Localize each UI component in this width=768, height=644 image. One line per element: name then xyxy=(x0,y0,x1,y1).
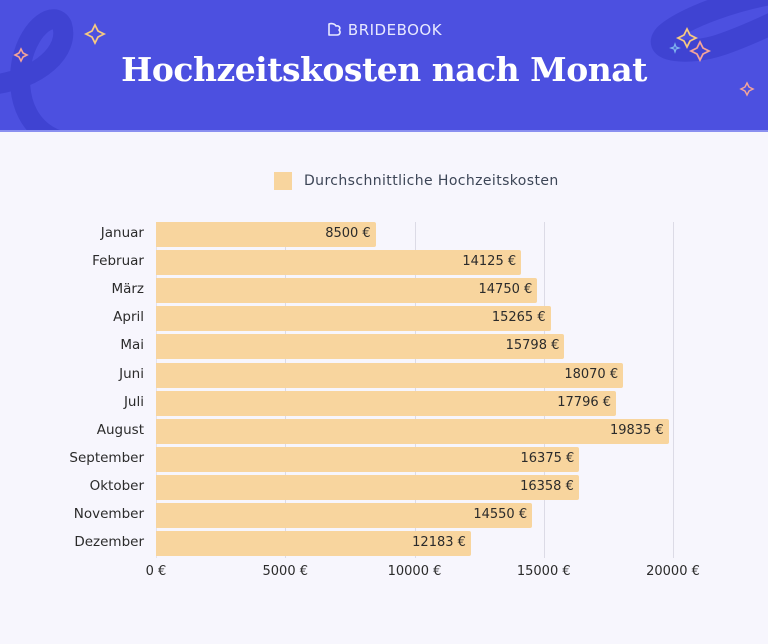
y-category-label: Februar xyxy=(92,253,144,270)
x-tick-label: 5000 € xyxy=(262,564,309,579)
bar-value-label: 14125 € xyxy=(462,254,517,270)
bar-value-label: 14550 € xyxy=(473,507,528,522)
bar-value-label: 16375 € xyxy=(520,450,575,466)
bar-value-label: 15265 € xyxy=(491,310,546,326)
bar-row: 19835 € xyxy=(156,418,669,444)
y-category-label: Juni xyxy=(119,365,144,382)
x-tick-label: 20000 € xyxy=(646,564,700,579)
bar-row: 15265 € xyxy=(156,306,551,332)
y-axis-line xyxy=(156,222,157,558)
header-banner: BRIDEBOOK Hochzeitskosten nach Monat xyxy=(0,0,768,131)
brand-name: BRIDEBOOK xyxy=(347,21,443,39)
bridebook-heart-logo-icon xyxy=(328,22,341,36)
bar-row: 18070 € xyxy=(156,362,624,388)
bar: 16358 € xyxy=(156,474,579,500)
legend-swatch xyxy=(274,172,292,190)
bar-value-label: 17796 € xyxy=(557,394,612,410)
bar: 15265 € xyxy=(156,306,551,332)
bar: 14550 € xyxy=(156,503,533,528)
x-tick-label: 0 € xyxy=(145,564,167,579)
y-category-label: April xyxy=(113,309,144,326)
bar-value-label: 12183 € xyxy=(412,535,466,551)
bar-row: 17796 € xyxy=(156,390,617,416)
page-title: Hochzeitskosten nach Monat xyxy=(121,50,647,89)
bar: 15798 € xyxy=(156,334,565,360)
bar: 19835 € xyxy=(156,418,669,444)
bar-row: 8500 € xyxy=(156,222,376,247)
bar-row: 12183 € xyxy=(156,531,471,557)
y-category-label: Oktober xyxy=(89,477,144,494)
y-category-label: September xyxy=(69,449,144,466)
bar-value-label: 14750 € xyxy=(478,282,533,298)
y-category-label: Januar xyxy=(100,225,144,241)
gridline xyxy=(285,222,287,558)
bar: 18070 € xyxy=(156,362,624,388)
bar: 16375 € xyxy=(156,446,580,472)
bar-row: 16375 € xyxy=(156,446,580,472)
bar-row: 14125 € xyxy=(156,250,522,276)
bar-value-label: 19835 € xyxy=(609,422,664,438)
brand-logo: BRIDEBOOK xyxy=(0,21,768,39)
bar-row: 14750 € xyxy=(156,278,538,304)
y-category-label: Juli xyxy=(123,393,144,410)
bar: 14125 € xyxy=(156,250,522,276)
bar-value-label: 16358 € xyxy=(520,478,574,494)
bar: 17796 € xyxy=(156,390,617,416)
bar-value-label: 18070 € xyxy=(564,366,619,382)
bar-value-label: 8500 € xyxy=(325,226,371,241)
bar-chart-plot: 8500 € 14125 € 14750 € 15265 € 15798 €18070 … xyxy=(156,222,716,558)
bar-value-label: 15798 € xyxy=(505,338,560,354)
bar: 8500 € xyxy=(156,222,376,247)
y-category-label: Mai xyxy=(120,337,144,354)
bar-row: 15798 € xyxy=(156,334,565,360)
legend-label: Durchschnittliche Hochzeitskosten xyxy=(304,173,559,189)
header-divider xyxy=(0,130,768,132)
gridline xyxy=(414,222,416,558)
x-tick-label: 10000 € xyxy=(387,564,442,579)
bar-row: 16358 € xyxy=(156,474,579,500)
y-category-label: November xyxy=(73,506,144,522)
y-category-label: August xyxy=(96,421,144,438)
bar: 14750 € xyxy=(156,278,538,304)
y-category-label: März xyxy=(111,281,144,298)
gridline xyxy=(543,222,545,558)
y-category-label: Dezember xyxy=(74,534,144,551)
bar: 12183 € xyxy=(156,531,471,557)
gridline xyxy=(673,222,674,558)
x-tick-label: 15000 € xyxy=(516,564,571,579)
chart-legend: Durchschnittliche Hochzeitskosten xyxy=(274,172,559,190)
bar-row: 14550 € xyxy=(156,503,533,528)
